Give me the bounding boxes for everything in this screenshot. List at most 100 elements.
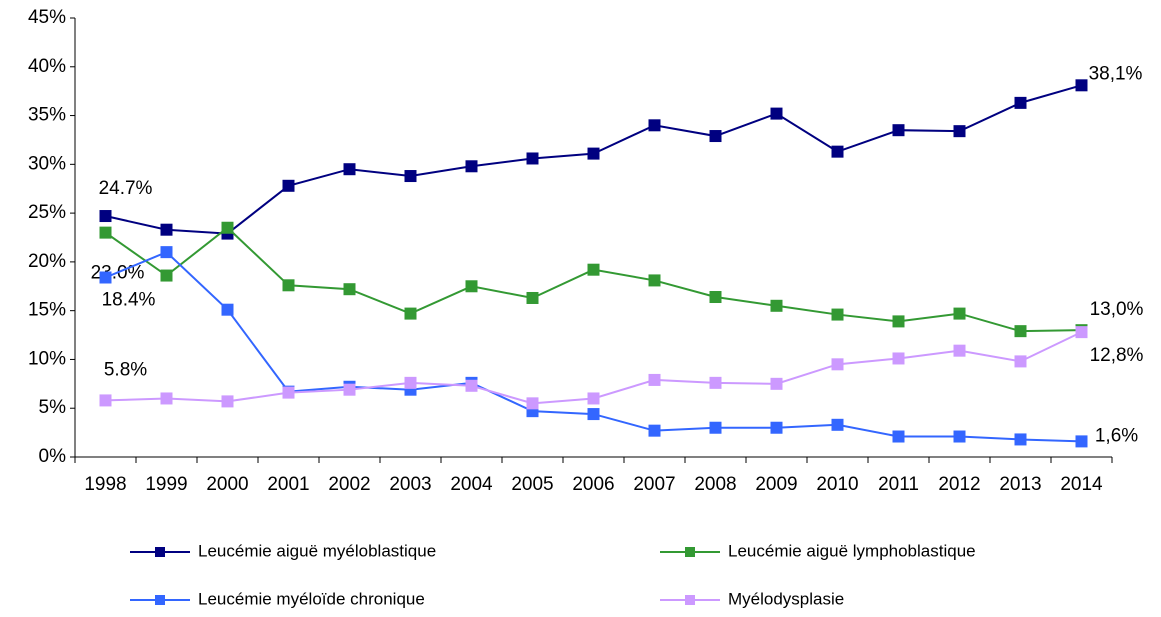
data-label: 5.8% [104, 359, 147, 380]
y-tick-label: 40% [28, 56, 66, 77]
x-tick-label: 2001 [267, 474, 309, 495]
marker [648, 119, 661, 132]
marker [343, 383, 356, 396]
marker [648, 274, 661, 287]
marker [404, 307, 417, 320]
marker [160, 246, 173, 259]
x-tick-label: 2011 [878, 474, 919, 495]
marker [465, 160, 478, 173]
marker [99, 271, 112, 284]
marker [831, 145, 844, 158]
marker [221, 395, 234, 408]
marker [953, 307, 966, 320]
legend-marker [685, 595, 695, 605]
marker [1014, 433, 1027, 446]
marker [282, 279, 295, 292]
marker [99, 226, 112, 239]
marker [526, 291, 539, 304]
marker [221, 303, 234, 316]
x-tick-label: 2010 [816, 474, 858, 495]
x-tick-label: 2012 [938, 474, 980, 495]
y-tick-label: 35% [28, 105, 66, 126]
y-tick-label: 0% [39, 446, 67, 467]
x-tick-label: 2008 [694, 474, 736, 495]
marker [892, 352, 905, 365]
marker [892, 315, 905, 328]
data-label: 1,6% [1095, 425, 1138, 446]
marker [160, 392, 173, 405]
marker [892, 430, 905, 443]
x-tick-label: 2009 [755, 474, 797, 495]
marker [1075, 435, 1088, 448]
marker [770, 421, 783, 434]
legend-label: Leucémie myéloïde chronique [198, 589, 425, 608]
y-tick-label: 5% [39, 397, 67, 418]
x-tick-label: 1999 [145, 474, 187, 495]
marker [709, 376, 722, 389]
marker [99, 394, 112, 407]
marker [587, 263, 600, 276]
marker [770, 107, 783, 120]
legend-marker [685, 547, 695, 557]
marker [160, 223, 173, 236]
marker [343, 283, 356, 296]
x-tick-label: 2003 [389, 474, 431, 495]
x-tick-label: 2007 [633, 474, 675, 495]
marker [648, 373, 661, 386]
x-tick-label: 2004 [450, 474, 493, 495]
legend-marker [155, 547, 165, 557]
data-label: 24.7% [99, 178, 153, 199]
marker [648, 424, 661, 437]
marker [770, 299, 783, 312]
legend-label: Leucémie aiguë lymphoblastique [728, 541, 976, 560]
marker [343, 163, 356, 176]
marker [1014, 355, 1027, 368]
marker [404, 170, 417, 183]
y-tick-label: 30% [28, 153, 66, 174]
marker [465, 280, 478, 293]
marker [465, 379, 478, 392]
y-tick-label: 15% [28, 300, 66, 321]
marker [1014, 325, 1027, 338]
marker [709, 291, 722, 304]
marker [587, 147, 600, 160]
marker [770, 377, 783, 390]
marker [282, 386, 295, 399]
x-tick-label: 2000 [206, 474, 248, 495]
legend-label: Myélodysplasie [728, 589, 844, 608]
marker [526, 397, 539, 410]
marker [221, 221, 234, 234]
marker [587, 408, 600, 421]
y-tick-label: 25% [28, 202, 66, 223]
marker [99, 210, 112, 223]
marker [404, 376, 417, 389]
legend-marker [155, 595, 165, 605]
marker [953, 344, 966, 357]
marker [831, 308, 844, 321]
series-line [104, 226, 1082, 333]
marker [831, 358, 844, 371]
data-label: 13,0% [1090, 299, 1144, 320]
data-label: 18.4% [102, 290, 156, 311]
x-tick-label: 2014 [1060, 474, 1103, 495]
y-tick-label: 20% [28, 251, 66, 272]
marker [953, 430, 966, 443]
marker [282, 179, 295, 192]
marker [709, 421, 722, 434]
data-label: 38,1% [1089, 63, 1143, 84]
x-tick-label: 2013 [999, 474, 1041, 495]
y-tick-label: 10% [28, 348, 66, 369]
data-label: 12,8% [1090, 345, 1144, 366]
marker [1075, 79, 1088, 92]
x-tick-label: 2005 [511, 474, 553, 495]
marker [709, 130, 722, 143]
marker [831, 418, 844, 431]
marker [892, 124, 905, 137]
marker [953, 125, 966, 138]
x-tick-label: 1998 [84, 474, 126, 495]
marker [587, 392, 600, 405]
marker [1075, 326, 1088, 339]
legend-label: Leucémie aiguë myéloblastique [198, 541, 436, 560]
x-tick-label: 2002 [328, 474, 370, 495]
